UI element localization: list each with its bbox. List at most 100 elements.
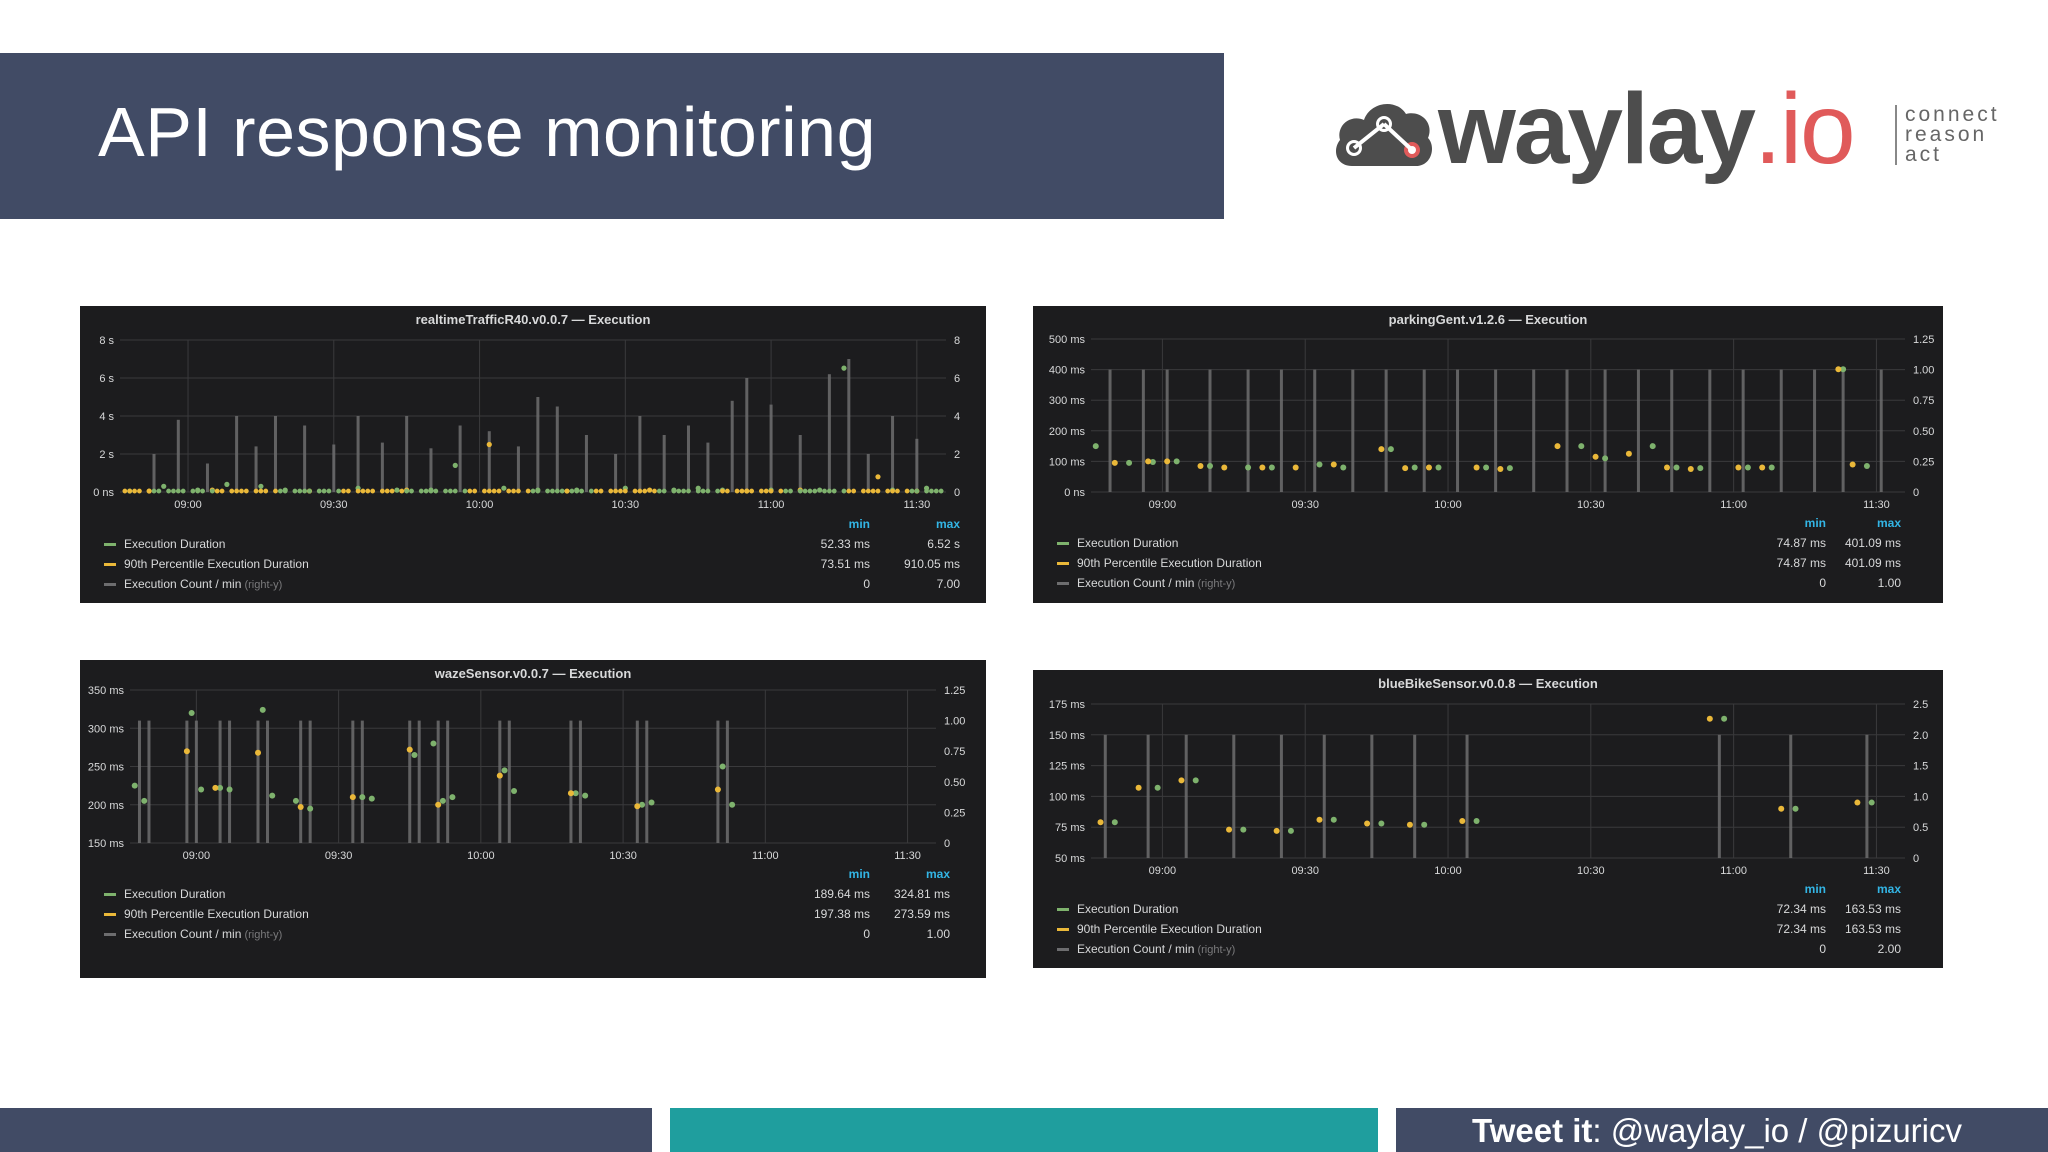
baseline-point: [554, 488, 560, 494]
baseline-point: [467, 488, 473, 494]
baseline-point: [302, 488, 308, 494]
baseline-point: [598, 488, 604, 494]
x-tick-label: 10:00: [466, 499, 494, 511]
duration-point: [1506, 465, 1513, 472]
duration-point: [258, 483, 264, 489]
chart-svg: parkingGent.v1.2.6 — Execution 0 ns 100 ms…: [1049, 312, 1935, 590]
tagline-line: connect: [1905, 103, 2000, 126]
chart-panel-waze-sensor: wazeSensor.v0.0.7 — Execution 150 ms 200 m…: [80, 660, 986, 978]
legend-min-value: 0: [1819, 576, 1826, 590]
duration-point: [501, 767, 508, 774]
baseline-point: [127, 488, 133, 494]
legend-label: 90th Percentile Execution Duration: [124, 557, 309, 571]
count-bar: [507, 720, 511, 843]
baseline-point: [739, 488, 745, 494]
p90-point: [1378, 446, 1385, 453]
count-bar: [332, 444, 336, 492]
baseline-point: [841, 488, 847, 494]
count-bar: [256, 720, 260, 843]
legend-swatch: [1057, 908, 1069, 911]
baseline-point: [622, 488, 628, 494]
chart-title: blueBikeSensor.v0.0.8 — Execution: [1378, 676, 1598, 691]
count-bar: [436, 720, 440, 843]
y-right-tick-label: 0.25: [1913, 456, 1934, 468]
baseline-point: [486, 488, 492, 494]
p90-point: [1135, 784, 1142, 791]
p90-point: [1473, 464, 1480, 471]
legend-header-max: max: [1877, 882, 1901, 896]
baseline-point: [608, 488, 614, 494]
y-left-tick-label: 100 ms: [1049, 791, 1086, 803]
y-right-tick-label: 1.0: [1913, 791, 1928, 803]
baseline-point: [559, 488, 565, 494]
legend-label: 90th Percentile Execution Duration: [1077, 556, 1262, 570]
baseline-point: [511, 488, 516, 494]
legend-max-value: 401.09 ms: [1845, 556, 1901, 570]
baseline-point: [933, 488, 939, 494]
duration-point: [292, 797, 299, 804]
count-bar: [417, 720, 421, 843]
baseline-point: [652, 488, 657, 494]
count-bar: [1384, 369, 1388, 492]
baseline-point: [744, 488, 750, 494]
count-bar: [769, 404, 773, 492]
baseline-point: [550, 488, 555, 494]
baseline-point: [137, 488, 142, 494]
count-bar: [578, 720, 582, 843]
baseline-point: [797, 488, 803, 494]
y-left-tick-label: 125 ms: [1049, 761, 1086, 773]
count-bar: [265, 720, 269, 843]
duration-point: [1192, 777, 1199, 784]
duration-point: [1378, 820, 1385, 827]
p90-point: [1226, 826, 1233, 833]
y-right-tick-label: 1.25: [944, 685, 965, 697]
duration-point: [1154, 784, 1161, 791]
baseline-point: [253, 488, 259, 494]
y-left-tick-label: 300 ms: [88, 723, 125, 735]
p90-point: [1735, 464, 1742, 471]
y-right-tick-label: 1.00: [1913, 365, 1934, 377]
baseline-point: [929, 488, 934, 494]
duration-point: [1340, 464, 1347, 471]
chart-svg: blueBikeSensor.v0.0.8 — Execution 50 ms 75…: [1049, 676, 1928, 956]
x-tick-label: 09:00: [1149, 865, 1177, 877]
legend-max-value: 6.52 s: [927, 537, 960, 551]
p90-point: [1459, 818, 1466, 825]
baseline-point: [705, 488, 711, 494]
count-bar: [1565, 369, 1569, 492]
tweet-footer: Tweet it: @waylay_io / @pizuricv: [1472, 1112, 1962, 1150]
baseline-point: [656, 488, 662, 494]
baseline-point: [190, 488, 196, 494]
p90-point: [634, 803, 641, 810]
legend-label: Execution Count / min (right-y): [1077, 576, 1235, 590]
baseline-point: [200, 488, 205, 494]
baseline-point: [355, 488, 361, 494]
duration-point: [394, 487, 400, 493]
legend-min-value: 0: [1819, 942, 1826, 956]
duration-point: [1483, 464, 1490, 471]
y-right-tick-label: 2: [954, 449, 960, 461]
count-bar: [638, 416, 642, 492]
x-tick-label: 10:30: [1577, 499, 1605, 511]
baseline-point: [715, 488, 721, 494]
count-bar: [725, 720, 729, 843]
y-right-tick-label: 0.50: [1913, 426, 1934, 438]
baseline-point: [307, 488, 312, 494]
y-left-tick-label: 2 s: [99, 449, 114, 461]
count-bar: [405, 416, 409, 492]
legend-header-min: min: [849, 517, 870, 531]
duration-point: [1330, 816, 1337, 823]
y-left-tick-label: 400 ms: [1049, 365, 1086, 377]
x-tick-label: 10:00: [1434, 865, 1462, 877]
legend-label: Execution Count / min (right-y): [1077, 942, 1235, 956]
baseline-point: [642, 488, 648, 494]
p90-point: [1273, 827, 1280, 834]
baseline-point: [826, 488, 832, 494]
tagline-line: reason: [1905, 123, 1988, 146]
legend-header-max: max: [926, 867, 950, 881]
baseline-point: [758, 488, 764, 494]
y-right-tick-label: 0: [1913, 487, 1919, 499]
p90-point: [1625, 450, 1632, 457]
duration-point: [817, 487, 823, 493]
legend-label: Execution Duration: [124, 887, 225, 901]
